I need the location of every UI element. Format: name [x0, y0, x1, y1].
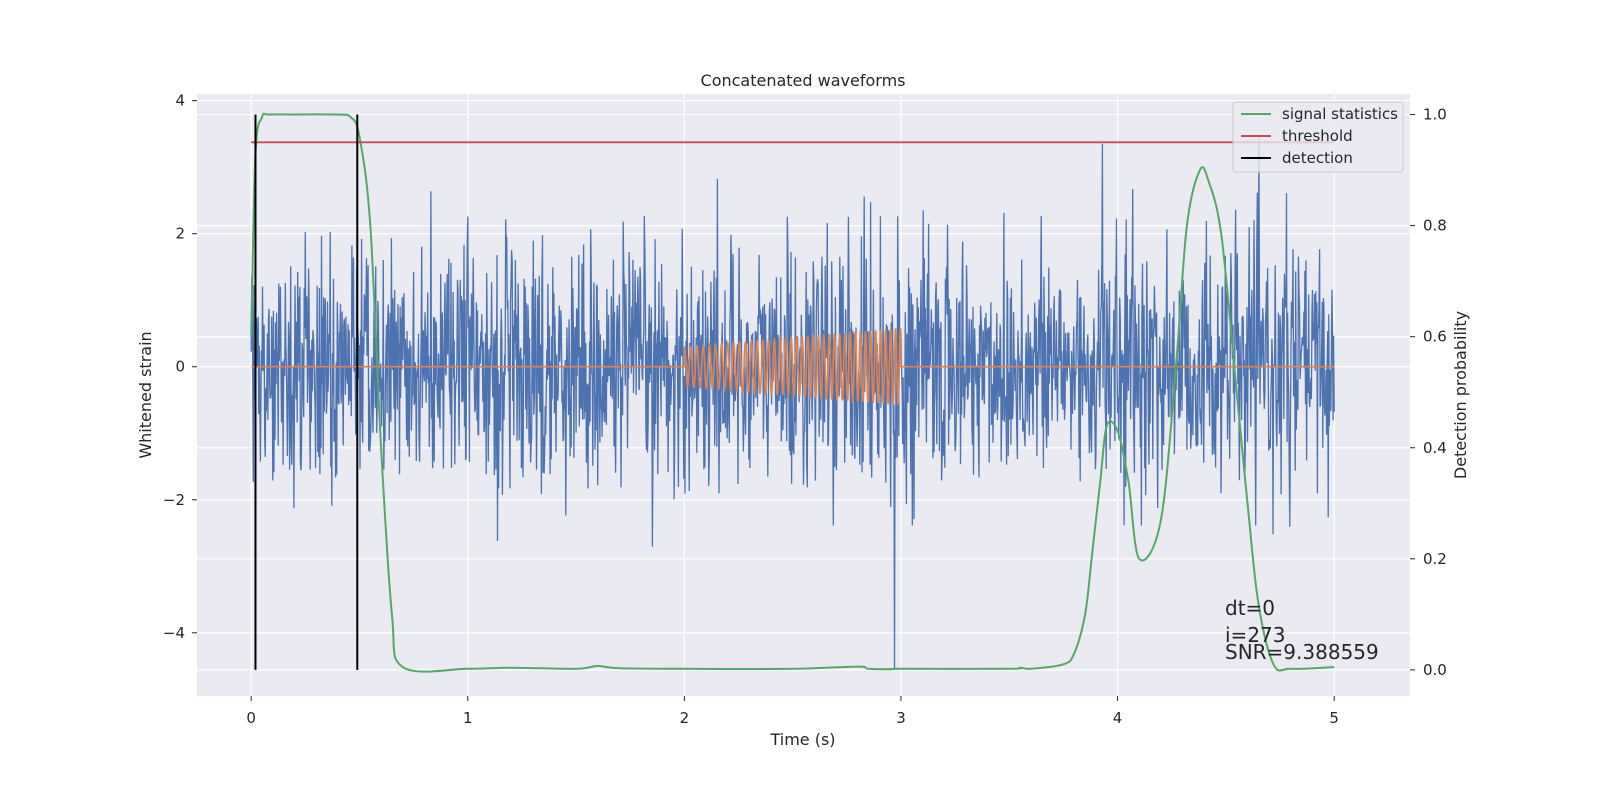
injected-line	[251, 327, 1335, 406]
x-tick-label: 4	[1113, 709, 1123, 727]
y2-tick-label: 0.8	[1423, 217, 1447, 235]
annotation-index: i=273	[1225, 623, 1286, 647]
strain-line	[250, 137, 1335, 670]
legend-label-threshold: threshold	[1282, 127, 1353, 145]
y2-tick-label: 0.4	[1423, 439, 1447, 457]
x-tick-label: 3	[896, 709, 906, 727]
legend-label-signal-statistics: signal statistics	[1282, 105, 1398, 123]
y-tick-label: −4	[163, 624, 185, 642]
y2-tick-label: 1.0	[1423, 106, 1447, 124]
signal-statistics-line	[250, 112, 1335, 673]
y-axis-left: −4 −2 0 2 4	[163, 92, 197, 642]
annotation-snr: SNR=9.388559	[1225, 640, 1379, 664]
x-tick-label: 5	[1329, 709, 1339, 727]
legend-box	[1232, 101, 1404, 173]
y-tick-label: 0	[175, 358, 185, 376]
x-tick-label: 0	[246, 709, 256, 727]
y2-tick-label: 0.0	[1423, 661, 1447, 679]
y2-tick-label: 0.2	[1423, 550, 1447, 568]
legend-label-detection: detection	[1282, 149, 1353, 167]
y-axis-title: Whitened strain	[136, 331, 155, 458]
x-tick-label: 1	[463, 709, 473, 727]
y-tick-label: 4	[175, 92, 185, 110]
y-tick-label: 2	[175, 225, 185, 243]
x-tick-label: 2	[680, 709, 690, 727]
annotation-dt: dt=0	[1225, 596, 1275, 620]
injected-waveform-series	[251, 327, 1335, 406]
legend: signal statistics threshold detection	[1232, 101, 1404, 173]
chart-title: Concatenated waveforms	[701, 71, 906, 90]
signal-statistics-series	[250, 112, 1335, 673]
y-axis-right: 0.0 0.2 0.4 0.6 0.8 1.0	[1410, 106, 1447, 679]
y2-tick-label: 0.6	[1423, 328, 1447, 346]
whitened-strain-series	[250, 137, 1335, 670]
y2-axis-title: Detection probability	[1451, 311, 1470, 479]
y-tick-label: −2	[163, 491, 185, 509]
x-axis-title: Time (s)	[769, 730, 835, 749]
detection-series	[254, 114, 359, 670]
x-axis: 0 1 2 3 4 5	[246, 696, 1339, 727]
